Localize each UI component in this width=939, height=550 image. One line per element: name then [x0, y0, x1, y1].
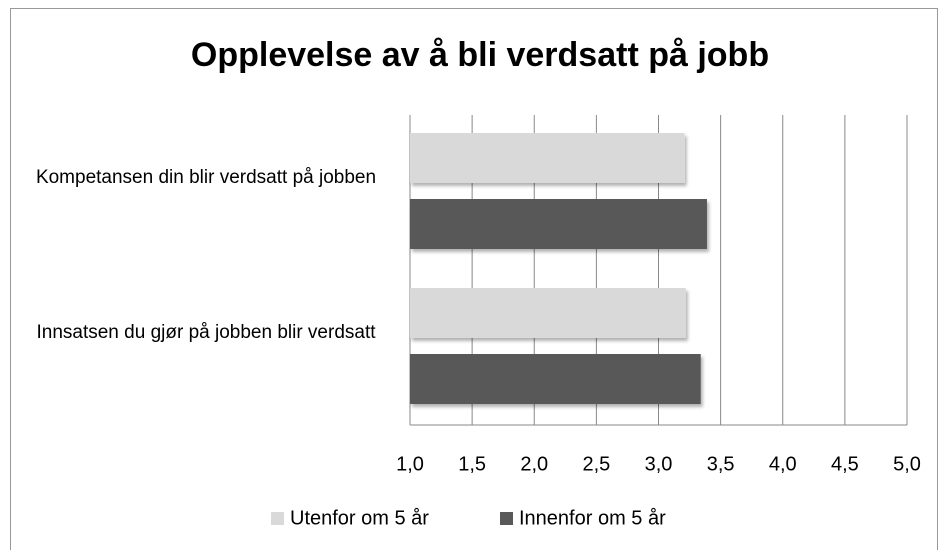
x-tick-label: 1,0 — [396, 453, 424, 475]
x-tick-label: 3,5 — [707, 453, 735, 475]
y-tick-label: Kompetansen din blir verdsatt på jobben — [35, 166, 377, 188]
x-tick-label: 5,0 — [893, 453, 921, 475]
bar — [410, 199, 707, 249]
x-tick-label: 1,5 — [458, 453, 486, 475]
x-tick-label: 4,0 — [769, 453, 797, 475]
bar — [410, 288, 686, 338]
bar — [410, 354, 701, 404]
legend-label: Utenfor om 5 år — [290, 507, 429, 529]
x-tick-label: 2,5 — [582, 453, 610, 475]
x-tick-label: 2,0 — [520, 453, 548, 475]
legend-label: Innenfor om 5 år — [519, 507, 666, 529]
x-tick-label: 3,0 — [645, 453, 673, 475]
x-tick-label: 4,5 — [831, 453, 859, 475]
legend-swatch — [500, 512, 513, 525]
chart-border — [10, 8, 938, 550]
bar — [410, 133, 685, 183]
y-tick-label: Innsatsen du gjør på jobben blir verdsat… — [36, 321, 376, 343]
chart-title: Opplevelse av å bli verdsatt på jobb — [191, 36, 769, 74]
legend-swatch — [271, 512, 284, 525]
